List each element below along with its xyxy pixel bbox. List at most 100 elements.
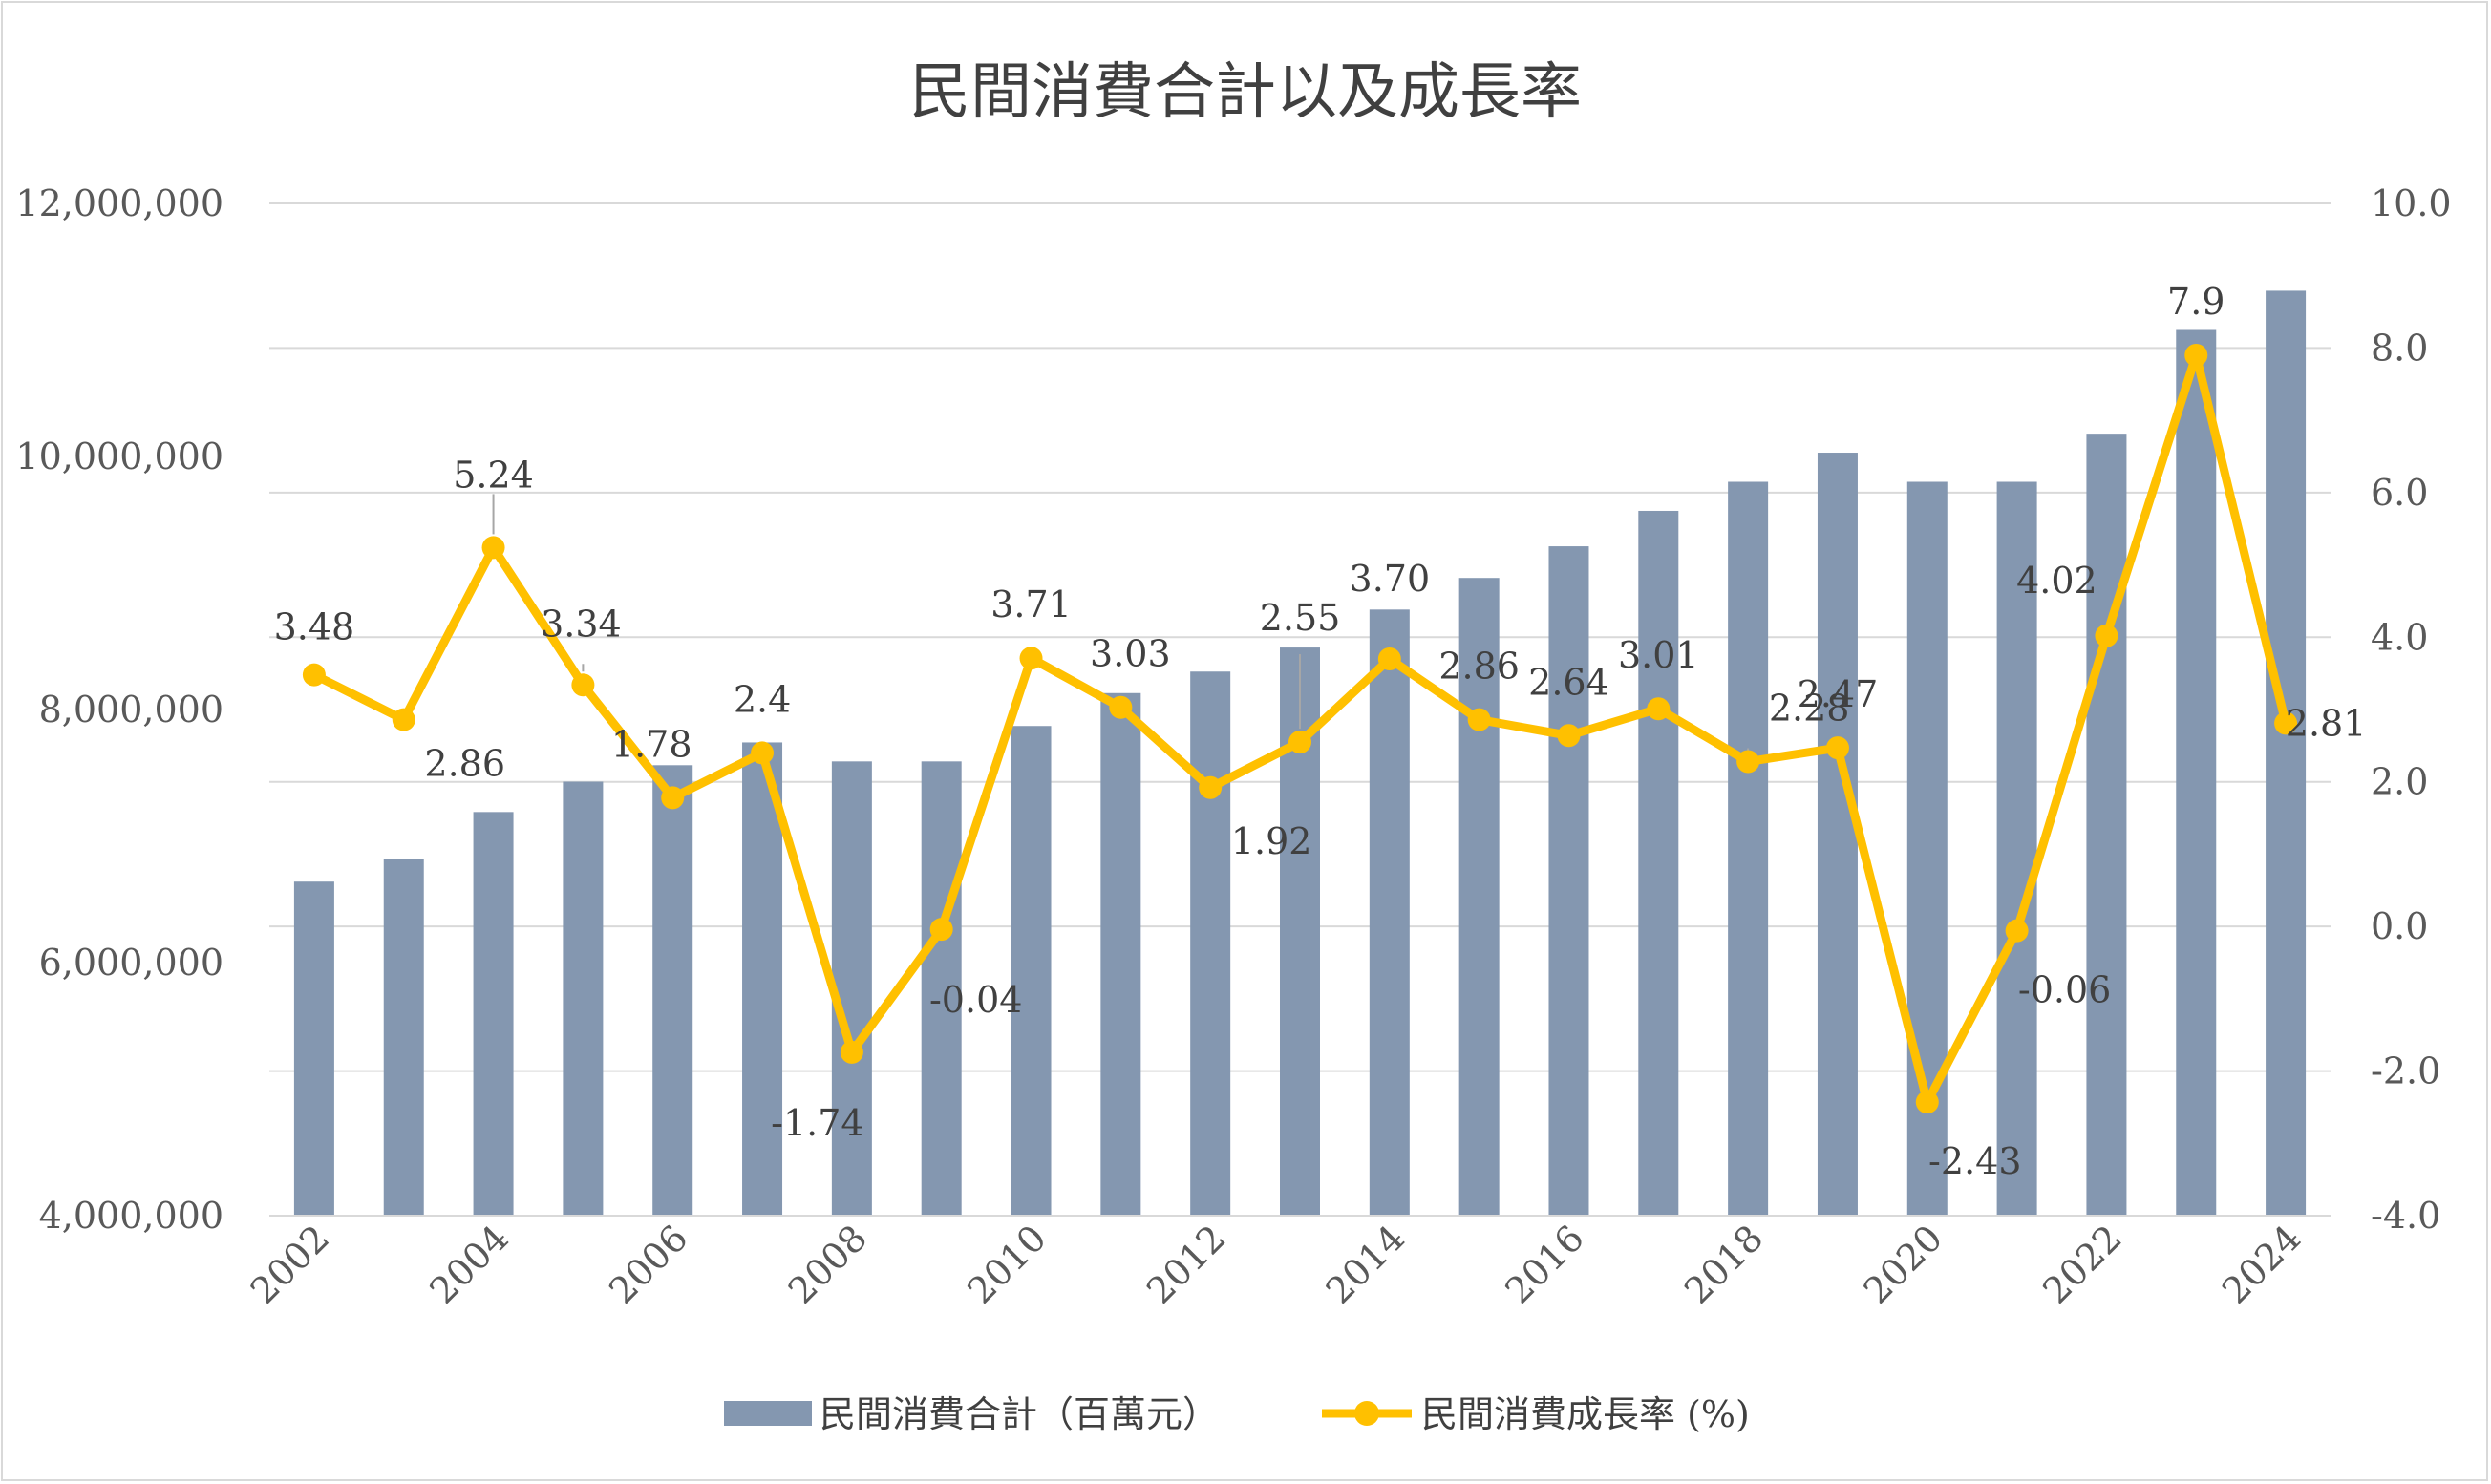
- growth-data-label: 2.86: [1438, 646, 1520, 688]
- x-axis-tick-label: 2022: [2034, 1217, 2130, 1312]
- bar: [383, 859, 424, 1216]
- growth-data-label: 5.24: [453, 454, 534, 496]
- growth-data-label: 2.86: [424, 743, 505, 785]
- x-axis-tick-label: 2008: [780, 1217, 876, 1312]
- x-axis-tick-label: 2004: [421, 1217, 517, 1312]
- right-axis-tick-label: 2.0: [2371, 761, 2428, 803]
- bar: [1638, 510, 1679, 1216]
- growth-data-label: 3.34: [541, 603, 622, 645]
- legend-marker-growth: [1354, 1401, 1379, 1426]
- growth-data-label: 7.9: [2167, 281, 2225, 323]
- growth-marker: [1467, 708, 1491, 731]
- growth-marker: [661, 786, 685, 810]
- x-axis-tick-label: 2016: [1497, 1217, 1592, 1312]
- left-y-axis: 4,000,000 6,000,000 8,000,000 10,000,000 12,…: [15, 182, 224, 1237]
- bar: [652, 765, 693, 1216]
- left-axis-tick-label: 12,000,000: [15, 182, 224, 224]
- x-axis-tick-label: 2014: [1318, 1217, 1414, 1312]
- x-axis-tick-label: 2020: [1856, 1217, 1951, 1312]
- x-axis-tick-label: 2006: [601, 1217, 696, 1312]
- growth-marker: [1377, 647, 1401, 670]
- bar: [293, 881, 334, 1216]
- x-axis-tick-label: 2018: [1676, 1217, 1772, 1312]
- right-axis-tick-label: 0.0: [2371, 905, 2428, 947]
- line-series: [302, 344, 2298, 1114]
- bar: [2176, 329, 2217, 1216]
- bar: [1190, 671, 1231, 1216]
- x-axis-tick-label: 2012: [1139, 1217, 1234, 1312]
- data-labels: 3.48 2.86 5.24 3.34 1.78 2.4 -1.74 -0.04 3.71 3.0…: [274, 281, 2367, 1182]
- growth-data-label: 2.47: [1798, 673, 1879, 715]
- growth-data-label: 3.48: [274, 606, 355, 648]
- growth-data-label: 3.03: [1090, 633, 1171, 675]
- growth-data-label: 3.70: [1350, 558, 1431, 600]
- chart-title: 民間消費合計以及成長率: [909, 57, 1582, 128]
- growth-data-label: 2.64: [1528, 661, 1609, 703]
- growth-marker: [929, 918, 953, 942]
- bar: [831, 761, 872, 1216]
- right-axis-tick-label: 8.0: [2371, 327, 2428, 369]
- growth-data-label: 1.78: [611, 723, 692, 765]
- growth-marker: [840, 1040, 863, 1064]
- growth-data-label: 2.28: [1769, 688, 1850, 730]
- growth-data-label: 3.71: [990, 583, 1072, 625]
- growth-marker: [1199, 775, 1223, 799]
- x-axis-tick-label: 2010: [959, 1217, 1054, 1312]
- right-axis-tick-label: -2.0: [2371, 1050, 2440, 1092]
- growth-marker: [571, 673, 595, 697]
- bar: [1817, 453, 1858, 1216]
- bar: [1011, 726, 1052, 1216]
- growth-marker: [302, 663, 326, 687]
- growth-marker: [1109, 695, 1133, 719]
- left-axis-tick-label: 6,000,000: [39, 942, 224, 984]
- right-axis-tick-label: 4.0: [2371, 616, 2428, 658]
- legend-label-consumption: 民間消費合計（百萬元）: [820, 1393, 1219, 1435]
- left-axis-tick-label: 4,000,000: [39, 1195, 224, 1237]
- growth-marker: [481, 536, 505, 560]
- bar-series: [293, 290, 2307, 1216]
- growth-data-label: 3.01: [1618, 634, 1699, 676]
- bar: [1728, 481, 1769, 1216]
- growth-marker: [1915, 1091, 1939, 1114]
- growth-marker: [1647, 697, 1671, 721]
- bar: [1458, 578, 1500, 1216]
- growth-marker: [2274, 711, 2298, 735]
- legend: 民間消費合計（百萬元） 民間消費成長率 (%): [724, 1393, 1750, 1435]
- growth-marker: [1288, 731, 1311, 754]
- bar: [742, 742, 783, 1216]
- left-axis-tick-label: 8,000,000: [39, 689, 224, 731]
- legend-label-growth: 民間消費成長率 (%): [1421, 1393, 1750, 1435]
- x-axis: 2002 2004 2006 2008 2010 2012 2014 2016 2018 2020…: [243, 1215, 2331, 1312]
- right-axis-tick-label: 10.0: [2371, 182, 2452, 224]
- label-leader-lines: [492, 494, 1750, 753]
- x-axis-tick-label: 2024: [2214, 1217, 2310, 1312]
- bar: [2086, 434, 2127, 1216]
- growth-marker: [2184, 344, 2208, 367]
- growth-data-label: 4.02: [2016, 560, 2097, 602]
- growth-data-label: -0.04: [929, 979, 1022, 1021]
- growth-data-label: -0.06: [2018, 969, 2111, 1011]
- growth-marker: [2095, 624, 2118, 647]
- left-axis-tick-label: 10,000,000: [15, 435, 224, 477]
- growth-data-label: 2.55: [1260, 597, 1341, 639]
- growth-data-label: -2.43: [1928, 1140, 2021, 1182]
- bar: [921, 761, 962, 1216]
- growth-marker: [2005, 919, 2029, 943]
- right-y-axis: -4.0 -2.0 0.0 2.0 4.0 6.0 8.0 10.0: [2371, 182, 2452, 1237]
- growth-data-label: 2.81: [2286, 702, 2367, 744]
- bar: [2266, 290, 2307, 1216]
- bar: [563, 781, 604, 1216]
- growth-data-label: 2.4: [734, 678, 791, 720]
- bar: [1369, 609, 1410, 1216]
- growth-data-label: 1.92: [1231, 820, 1312, 862]
- bar: [1100, 692, 1141, 1216]
- bar: [1548, 546, 1589, 1216]
- growth-marker: [1557, 724, 1581, 748]
- right-axis-tick-label: 6.0: [2371, 472, 2428, 514]
- legend-swatch-consumption: [724, 1401, 812, 1426]
- growth-marker: [392, 708, 415, 731]
- right-axis-tick-label: -4.0: [2371, 1195, 2440, 1237]
- growth-marker: [1019, 647, 1043, 670]
- growth-data-label: -1.74: [771, 1102, 863, 1144]
